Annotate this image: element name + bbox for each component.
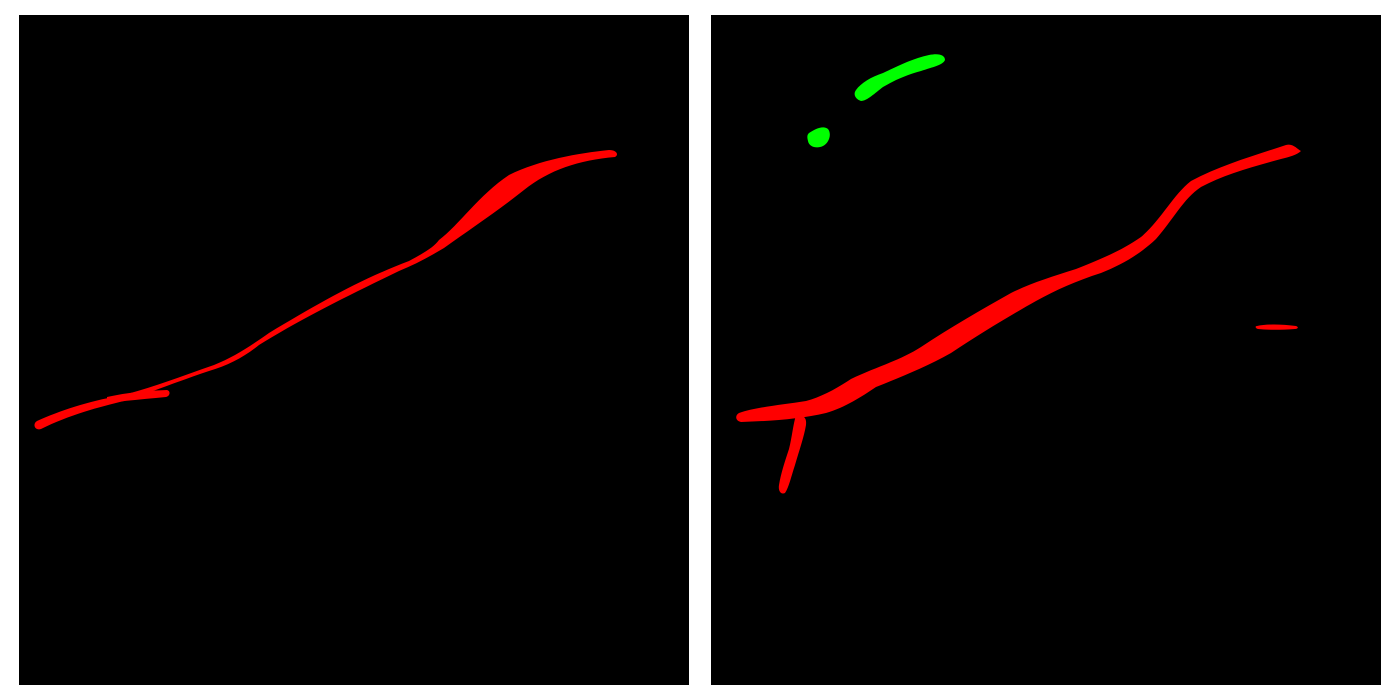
red-fragment-small [1255,324,1298,330]
red-streak-main [736,144,1301,422]
red-streak-branch [778,415,807,494]
left-mask-panel [19,15,689,685]
green-blob-large [854,54,945,101]
green-blob-small [807,127,830,148]
right-mask-svg [736,54,1301,494]
right-mask-panel [711,15,1381,685]
left-mask-svg [34,150,618,430]
red-streak-main [34,150,618,430]
red-streak-tail [107,390,170,403]
